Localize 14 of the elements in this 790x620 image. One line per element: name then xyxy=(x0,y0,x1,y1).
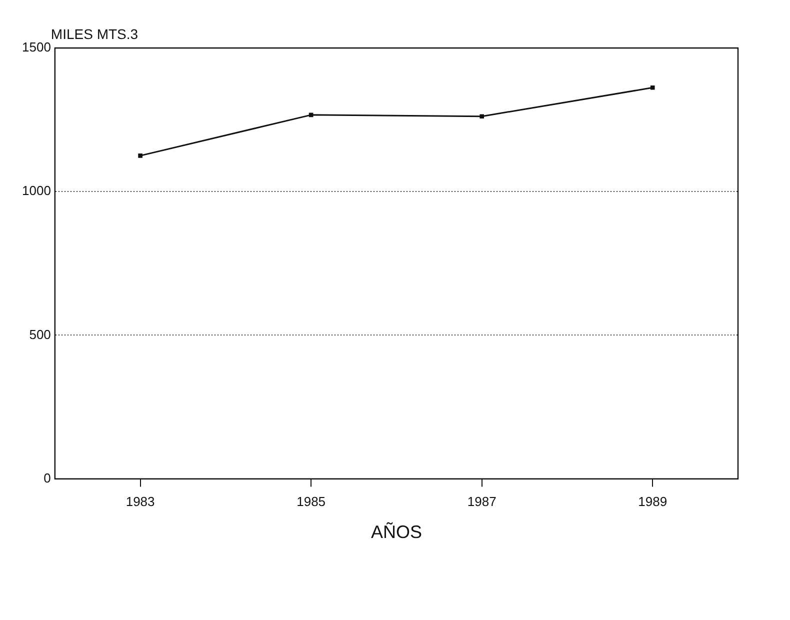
x-tick-label: 1985 xyxy=(296,494,326,510)
y-tick-label: 1500 xyxy=(22,40,51,55)
point xyxy=(480,114,484,119)
y-axis-title: MILES MTS.3 xyxy=(50,26,138,42)
y-tick-label: 1000 xyxy=(22,183,51,198)
x-tick-label: 1983 xyxy=(126,494,155,510)
x-tick-label: 1989 xyxy=(638,494,668,510)
point xyxy=(308,112,314,118)
y-tick-label: 500 xyxy=(29,326,51,342)
point xyxy=(138,154,142,158)
x-axis-title: AÑOS xyxy=(370,522,422,542)
y-tick-label: 0 xyxy=(44,470,51,486)
x-tick-label: 1987 xyxy=(467,494,496,510)
point xyxy=(650,85,655,90)
